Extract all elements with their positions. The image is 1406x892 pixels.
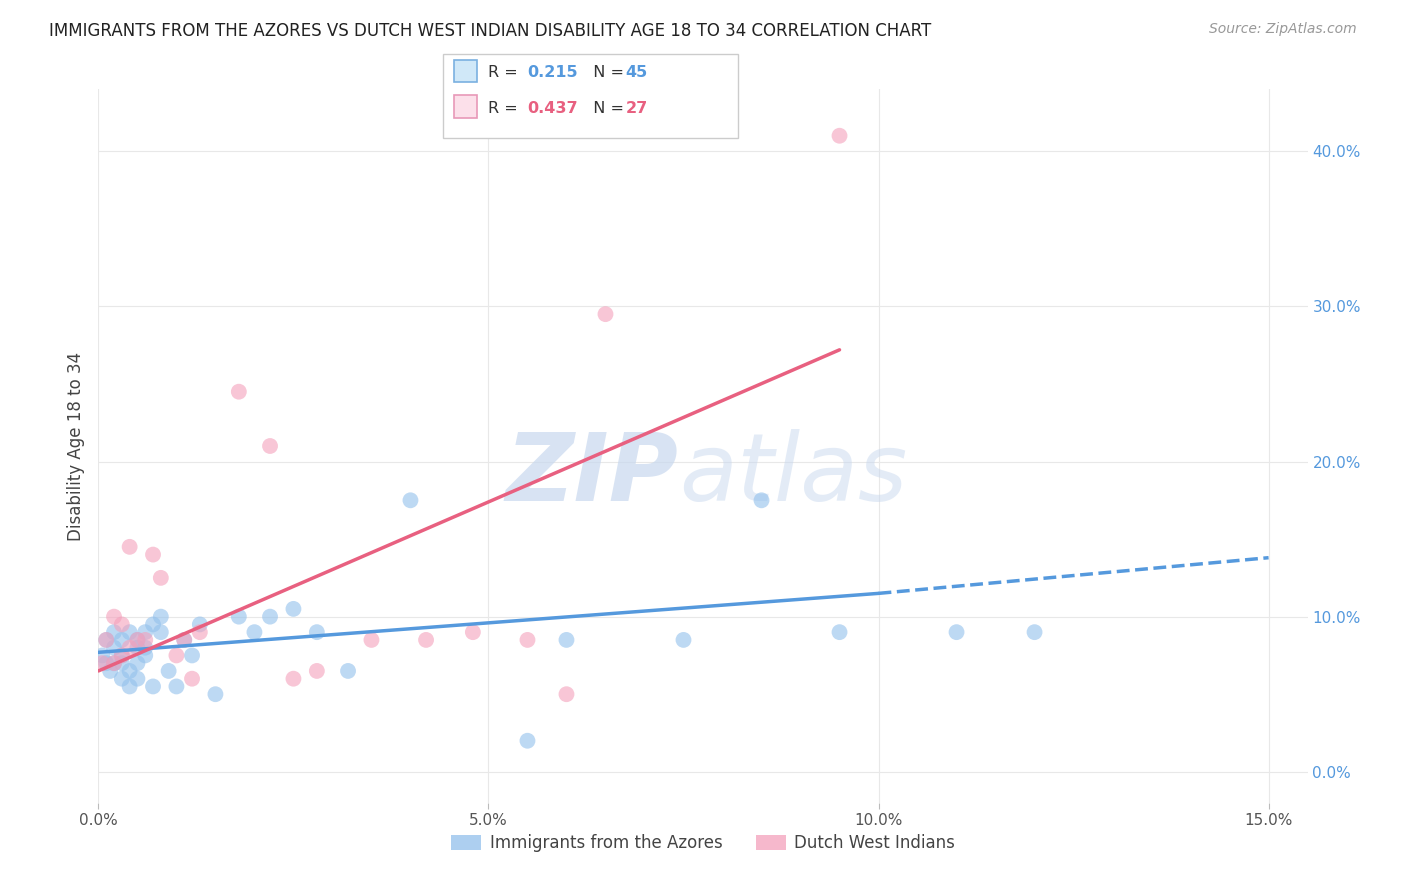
Point	[360, 632, 382, 647]
Point	[96, 632, 118, 647]
Point	[283, 672, 305, 686]
Text: N =: N =	[583, 65, 630, 80]
Point	[188, 625, 211, 640]
Point	[228, 384, 250, 399]
Point	[103, 656, 125, 670]
Point	[305, 664, 328, 678]
Point	[555, 632, 578, 647]
Point	[173, 632, 195, 647]
Point	[98, 664, 121, 678]
Text: 0.437: 0.437	[527, 101, 578, 116]
Text: R =: R =	[488, 101, 523, 116]
Point	[305, 625, 328, 640]
Point	[127, 640, 149, 655]
Point	[134, 640, 156, 655]
Point	[399, 493, 422, 508]
Point	[127, 632, 149, 647]
Point	[149, 571, 172, 585]
Point	[672, 632, 695, 647]
Text: R =: R =	[488, 65, 523, 80]
Point	[111, 656, 134, 670]
Point	[165, 648, 187, 663]
Text: IMMIGRANTS FROM THE AZORES VS DUTCH WEST INDIAN DISABILITY AGE 18 TO 34 CORRELAT: IMMIGRANTS FROM THE AZORES VS DUTCH WEST…	[49, 22, 931, 40]
Point	[111, 648, 134, 663]
Point	[181, 648, 204, 663]
Point	[595, 307, 617, 321]
Text: 0.215: 0.215	[527, 65, 578, 80]
Point	[142, 680, 165, 694]
Point	[828, 128, 851, 143]
Point	[134, 648, 156, 663]
Point	[243, 625, 266, 640]
Point	[103, 640, 125, 655]
Point	[165, 680, 187, 694]
Point	[118, 625, 141, 640]
Point	[103, 625, 125, 640]
Point	[111, 617, 134, 632]
Point	[173, 632, 195, 647]
Text: 45: 45	[626, 65, 648, 80]
Point	[181, 672, 204, 686]
Point	[91, 656, 114, 670]
Text: 27: 27	[626, 101, 648, 116]
Point	[149, 609, 172, 624]
Point	[103, 609, 125, 624]
Point	[337, 664, 360, 678]
Point	[204, 687, 226, 701]
Text: N =: N =	[583, 101, 630, 116]
Point	[555, 687, 578, 701]
Text: ZIP: ZIP	[506, 428, 679, 521]
Point	[118, 640, 141, 655]
Point	[945, 625, 967, 640]
Point	[111, 648, 134, 663]
Point	[415, 632, 437, 647]
Point	[127, 632, 149, 647]
Point	[259, 439, 281, 453]
Point	[516, 632, 538, 647]
Point	[228, 609, 250, 624]
Point	[118, 540, 141, 554]
Point	[751, 493, 773, 508]
Point	[134, 625, 156, 640]
Legend: Immigrants from the Azores, Dutch West Indians: Immigrants from the Azores, Dutch West I…	[444, 828, 962, 859]
Point	[91, 648, 114, 663]
Point	[103, 656, 125, 670]
Point	[157, 664, 180, 678]
Point	[828, 625, 851, 640]
Text: Source: ZipAtlas.com: Source: ZipAtlas.com	[1209, 22, 1357, 37]
Point	[188, 617, 211, 632]
Point	[127, 656, 149, 670]
Point	[142, 617, 165, 632]
Point	[134, 632, 156, 647]
Point	[127, 672, 149, 686]
Point	[111, 632, 134, 647]
Point	[111, 672, 134, 686]
Text: atlas: atlas	[679, 429, 907, 520]
Point	[142, 548, 165, 562]
Point	[118, 680, 141, 694]
Y-axis label: Disability Age 18 to 34: Disability Age 18 to 34	[66, 351, 84, 541]
Point	[96, 632, 118, 647]
Point	[118, 664, 141, 678]
Point	[96, 656, 118, 670]
Point	[516, 733, 538, 747]
Point	[1024, 625, 1046, 640]
Point	[149, 625, 172, 640]
Point	[259, 609, 281, 624]
Point	[461, 625, 484, 640]
Point	[283, 602, 305, 616]
